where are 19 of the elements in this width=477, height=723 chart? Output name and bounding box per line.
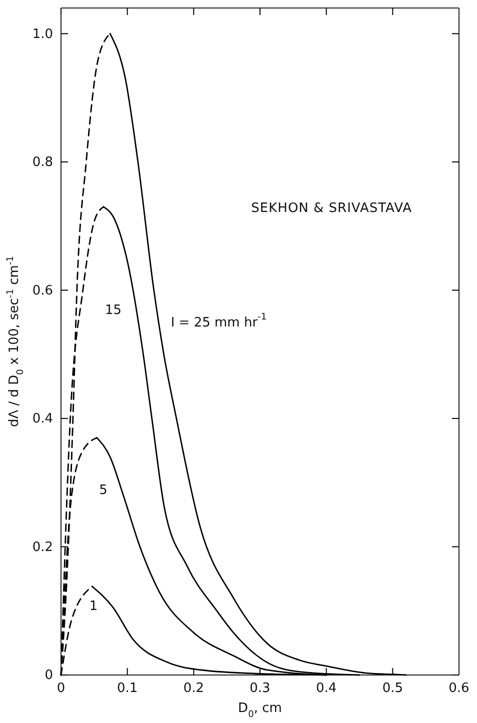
x-axis-title: D$_{0}$, cm: [238, 701, 282, 720]
x-tick-label: 0.6: [448, 681, 470, 696]
series-label: 15: [105, 302, 122, 318]
y-tick-label: 0.6: [32, 283, 53, 298]
series-label: 5: [99, 482, 108, 498]
y-tick-label: 0.8: [32, 155, 53, 170]
y-tick-label: 0: [44, 668, 53, 684]
annotation: SEKHON & SRIVASTAVA: [251, 201, 412, 216]
x-tick-label: 0.5: [382, 681, 404, 696]
series-label: 1: [89, 598, 98, 614]
series-label: I = 25 mm hr$^{-1}$: [170, 312, 267, 330]
x-tick-label: 0.3: [250, 681, 270, 696]
y-tick-label: 0.4: [32, 412, 53, 427]
x-tick-label: 0.2: [183, 681, 204, 696]
x-tick-label: 0: [56, 681, 66, 696]
x-tick-label: 0.4: [316, 681, 337, 696]
x-tick-label: 0.1: [116, 681, 138, 696]
y-tick-label: 0.2: [32, 540, 53, 555]
y-tick-label: 1.0: [32, 26, 53, 42]
